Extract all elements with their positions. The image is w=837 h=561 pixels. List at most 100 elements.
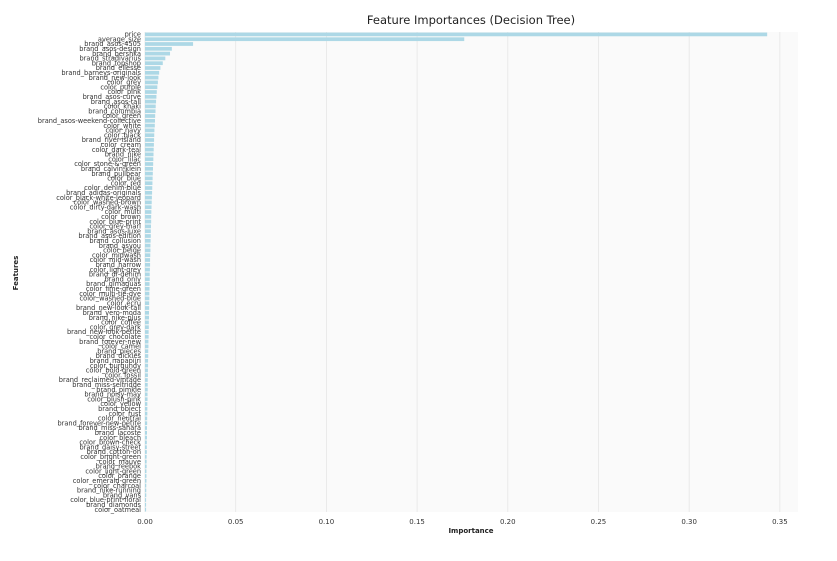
bar <box>145 152 154 157</box>
x-tick-label: 0.15 <box>409 518 425 526</box>
bar <box>145 286 150 291</box>
category-label: color_yellow <box>100 400 141 408</box>
category-label: brand_dickies <box>96 352 142 360</box>
category-label: price <box>125 31 141 39</box>
bar <box>145 51 171 56</box>
category-label: brand_nike <box>105 151 141 159</box>
bar <box>145 243 151 248</box>
category-label: color_stone-&-green <box>74 160 141 168</box>
bar <box>145 234 151 238</box>
bar <box>145 330 149 334</box>
category-label: color_red <box>111 179 141 187</box>
bar <box>145 296 150 301</box>
bar <box>145 435 147 440</box>
category-label: brand_new-look <box>89 74 142 82</box>
category-label: color_dark-teal <box>92 146 141 154</box>
bar <box>145 142 154 147</box>
x-tick-label: 0.20 <box>500 518 516 526</box>
bar <box>145 354 149 358</box>
category-label: brand_asyou <box>99 242 141 250</box>
category-label: brand_vero-moda <box>83 309 141 317</box>
bar <box>145 75 159 80</box>
bar <box>145 162 154 166</box>
bar <box>145 387 148 392</box>
bar <box>145 349 149 354</box>
chart-title: Feature Importances (Decision Tree) <box>367 13 575 27</box>
bar <box>145 483 147 488</box>
bar <box>145 66 161 70</box>
bar <box>145 138 155 142</box>
category-label: color_navy <box>105 127 141 135</box>
bar <box>145 224 151 229</box>
bar <box>145 277 150 282</box>
bar <box>145 99 157 104</box>
bar <box>145 392 148 397</box>
category-label: color_black-white-leopard <box>56 194 141 202</box>
bar <box>145 253 151 258</box>
category-label: brand_asos-curve <box>83 93 141 101</box>
bar <box>145 205 152 210</box>
bar <box>145 90 157 94</box>
bar <box>145 315 149 320</box>
category-label: brand_topshop <box>92 59 141 67</box>
bar <box>145 301 150 306</box>
bar <box>145 214 152 219</box>
category-label: color_washed-brown <box>73 199 141 207</box>
y-axis-label: Features <box>12 256 20 291</box>
category-label: color_charcoal <box>94 482 142 490</box>
bar <box>145 339 149 344</box>
category-label: brand_barneys-originals <box>61 69 141 77</box>
bar <box>145 128 155 133</box>
bar <box>145 157 154 162</box>
bar <box>145 291 150 296</box>
category-label: brand_cotton-on <box>87 448 141 456</box>
category-label: color_emerald-green <box>73 477 141 485</box>
bar <box>145 229 151 234</box>
bar <box>145 382 148 387</box>
category-label: brand_pieces <box>97 347 141 355</box>
bar <box>145 37 465 42</box>
category-label: brand_calvin-klein <box>81 165 141 173</box>
category-label: brand_ellesse <box>96 64 141 72</box>
category-label: brand_asos-luxe <box>87 227 141 235</box>
category-label: brand_nike-plus <box>89 314 142 322</box>
bar <box>145 430 147 435</box>
bar <box>145 416 148 421</box>
category-label: brand_columbia <box>88 107 141 115</box>
category-label: brand_asos-design <box>79 45 141 53</box>
bar <box>145 210 152 214</box>
category-label: brand_pimkie <box>96 386 141 394</box>
bar <box>145 363 149 368</box>
bar <box>145 118 155 123</box>
category-label: brand_asos-edition <box>78 232 141 240</box>
category-label: color_burgundy <box>90 362 141 370</box>
bar <box>145 378 148 382</box>
bar <box>145 464 147 469</box>
category-label: brand_stradivarius <box>80 55 142 63</box>
category-label: brand_vans <box>103 491 142 499</box>
category-label: average_size <box>98 35 141 43</box>
category-label: color_washed-blue <box>80 295 141 303</box>
category-label: color_khaki <box>104 103 141 111</box>
bar <box>145 397 148 402</box>
bar <box>145 61 163 66</box>
x-tick-label: 0.00 <box>137 518 153 526</box>
bar <box>145 493 147 498</box>
category-label: color_green <box>102 112 141 120</box>
bar <box>145 123 155 128</box>
bar <box>145 502 147 507</box>
category-label: color_brown <box>101 213 141 221</box>
category-label: brand_pullbear <box>91 170 141 178</box>
x-tick-label: 0.25 <box>591 518 607 526</box>
bar <box>145 440 147 445</box>
bar <box>145 195 152 200</box>
bar <box>145 325 149 330</box>
category-label: brand_napapijri <box>90 357 142 365</box>
category-label: color_cream <box>101 141 141 149</box>
bar <box>145 411 148 416</box>
bar <box>145 109 156 114</box>
category-label: color_light-green <box>85 467 141 475</box>
category-label: color_grey-marl <box>89 223 141 231</box>
category-label: brand_forever-new <box>79 338 141 346</box>
